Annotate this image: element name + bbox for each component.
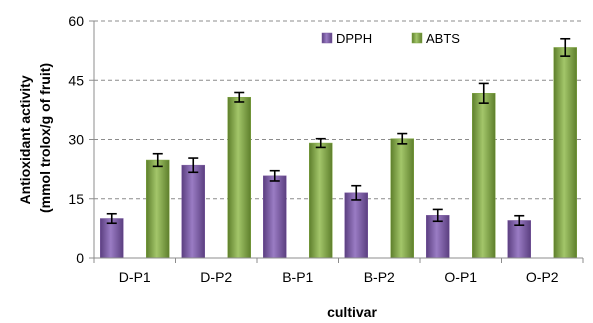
bar-abts-d-p2 <box>228 97 251 258</box>
y-axis-title: Antioxidant activity (mmol trolox/g of f… <box>17 63 53 213</box>
bar-abts-b-p2 <box>391 139 414 258</box>
y-tick-label-15: 15 <box>68 191 84 207</box>
y-tick-label-45: 45 <box>68 72 84 88</box>
y-tick-label-0: 0 <box>76 250 84 266</box>
x-tick-labels: D-P1 D-P2 B-P1 B-P2 O-P1 O-P2 <box>119 269 559 285</box>
y-tick-labels: 0 15 30 45 60 <box>68 13 84 266</box>
legend-item-abts: ABTS <box>412 31 460 46</box>
x-axis-title: cultivar <box>327 304 377 320</box>
x-tick-label-o-p1: O-P1 <box>444 269 477 285</box>
legend-label-abts: ABTS <box>426 31 460 46</box>
bar-dpph-o-p2 <box>508 220 531 258</box>
x-tick-label-o-p2: O-P2 <box>526 269 559 285</box>
bar-dpph-b-p1 <box>263 176 286 258</box>
legend-swatch-abts <box>412 33 422 43</box>
y-axis-title-line-1: Antioxidant activity <box>17 75 33 204</box>
bar-abts-b-p1 <box>309 143 332 258</box>
legend-swatch-dpph <box>322 33 332 43</box>
legend-label-dpph: DPPH <box>336 31 372 46</box>
bar-abts-d-p1 <box>146 160 169 258</box>
bar-dpph-b-p2 <box>345 193 368 258</box>
x-tick-label-b-p2: B-P2 <box>364 269 395 285</box>
x-tick-label-d-p2: D-P2 <box>200 269 232 285</box>
bar-dpph-d-p2 <box>182 165 205 258</box>
x-tick-label-b-p1: B-P1 <box>282 269 313 285</box>
legend: DPPH ABTS <box>322 31 460 46</box>
y-tick-label-30: 30 <box>68 132 84 148</box>
x-tick-label-d-p1: D-P1 <box>119 269 151 285</box>
legend-item-dpph: DPPH <box>322 31 372 46</box>
bar-abts-o-p2 <box>554 47 577 258</box>
y-axis-title-line-2: (mmol trolox/g of fruit) <box>37 63 53 213</box>
y-tick-label-60: 60 <box>68 13 84 29</box>
error-bars <box>107 39 571 225</box>
bar-dpph-d-p1 <box>100 219 123 259</box>
bar-abts-o-p1 <box>472 93 495 258</box>
bars <box>100 47 577 258</box>
